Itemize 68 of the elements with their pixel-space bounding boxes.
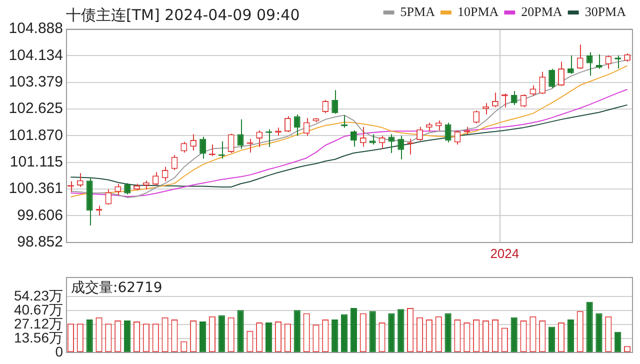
x-tick-label: 2024 xyxy=(490,246,520,261)
candlestick xyxy=(530,84,536,96)
candlestick xyxy=(398,135,404,160)
candlestick xyxy=(548,68,556,88)
candlestick xyxy=(454,130,461,146)
bar xyxy=(596,313,602,352)
chart-title: 十债主连[TM] 2024-04-09 09:40 xyxy=(66,6,300,25)
y-tick-label: 27.12万 xyxy=(14,315,63,332)
candlestick xyxy=(567,54,574,74)
candlestick xyxy=(303,118,310,136)
y-tick-label: 13.56万 xyxy=(14,329,63,346)
bar xyxy=(388,313,395,352)
candlestick xyxy=(369,134,376,146)
bar xyxy=(398,309,404,352)
bar xyxy=(199,322,206,352)
y-tick-label: 103.379 xyxy=(8,73,63,90)
y-tick-label: 54.23万 xyxy=(14,287,63,304)
candlestick xyxy=(332,90,338,114)
candlestick xyxy=(105,188,112,206)
y-tick-label: 99.606 xyxy=(17,206,63,224)
bar xyxy=(237,310,244,352)
bar xyxy=(548,326,556,352)
candlestick xyxy=(360,126,366,148)
y-tick-label: 40.67万 xyxy=(14,301,63,318)
bar xyxy=(614,332,622,352)
bar xyxy=(266,322,272,352)
bar xyxy=(567,319,574,352)
legend-label: 30PMA xyxy=(584,4,627,19)
bar xyxy=(294,310,300,352)
bar xyxy=(444,313,452,352)
legend-label: 10PMA xyxy=(457,4,500,19)
candlestick xyxy=(444,122,452,143)
bar xyxy=(510,317,518,352)
candlestick xyxy=(114,183,122,196)
y-tick-label: 102.625 xyxy=(8,100,63,118)
candlestick xyxy=(200,136,206,160)
candlestick xyxy=(294,114,300,136)
bar xyxy=(369,311,376,352)
bar xyxy=(350,308,358,352)
y-tick-label: 101.115 xyxy=(10,154,63,171)
y-tick-label: 104.134 xyxy=(8,46,63,64)
candlestick xyxy=(171,154,178,170)
candlestick xyxy=(228,133,234,154)
candlestick xyxy=(284,116,291,133)
bar xyxy=(586,302,593,352)
y-tick-label: 0 xyxy=(55,343,64,360)
candlestick xyxy=(539,71,546,94)
bar xyxy=(124,320,131,352)
bar xyxy=(86,319,93,352)
candlestick xyxy=(482,102,489,115)
annotation: 成交量:62719 xyxy=(71,280,162,296)
bar xyxy=(218,315,225,352)
legend-label: 20PMA xyxy=(521,4,563,19)
candlestick xyxy=(586,52,593,76)
candlestick xyxy=(473,110,480,124)
candlestick xyxy=(596,54,602,70)
candlestick xyxy=(435,120,442,131)
candlestick xyxy=(576,44,584,70)
y-tick-label: 100.361 xyxy=(8,180,63,198)
y-tick-label: 98.852 xyxy=(17,234,63,251)
bar xyxy=(340,314,348,352)
y-tick-label: 101.870 xyxy=(8,126,63,144)
candlestick xyxy=(558,61,564,86)
candlestick xyxy=(322,99,329,114)
bar xyxy=(332,319,338,352)
legend-label: 5PMA xyxy=(400,4,436,19)
y-tick-label: 104.888 xyxy=(8,20,63,38)
candlestick xyxy=(520,94,527,108)
